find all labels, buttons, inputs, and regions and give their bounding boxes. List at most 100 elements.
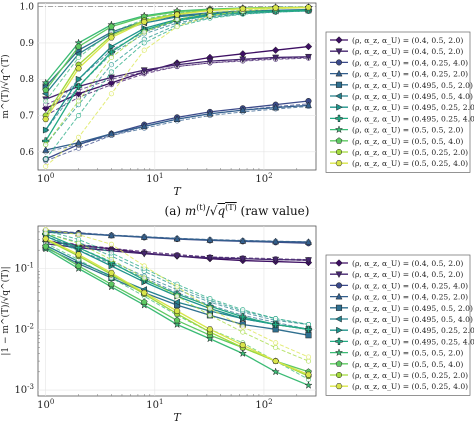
data-point-solid (239, 313, 247, 321)
legend-entry: (ρ, α_z, α_U) = (0.4, 0.5, 2.0) (352, 47, 463, 56)
data-point-solid (304, 42, 313, 51)
data-point-solid (42, 242, 50, 250)
x-tick-label: 102 (255, 172, 272, 185)
data-point-solid (74, 90, 83, 98)
data-point-solid (239, 342, 247, 349)
data-point-solid (272, 54, 280, 62)
series-12 (42, 4, 312, 169)
series-2 (42, 53, 312, 108)
data-point-solid (206, 109, 214, 117)
y-tick-label: 0.6 (20, 148, 35, 158)
legend-entry: (ρ, α_z, α_U) = (0.5, 0.5, 2.0) (352, 349, 463, 358)
legend-marker (335, 271, 343, 279)
data-point-solid (75, 251, 82, 258)
data-point-dashed (108, 54, 114, 61)
series-dashed-line (45, 230, 309, 325)
data-point-solid (173, 115, 181, 122)
data-point-solid (41, 78, 50, 87)
data-point-solid (74, 82, 83, 91)
data-point-dashed (75, 112, 82, 119)
data-point-solid (305, 332, 312, 339)
legend-marker (335, 48, 343, 56)
data-point-solid (42, 116, 50, 123)
data-point-solid (239, 255, 247, 263)
data-point-solid (75, 75, 83, 83)
data-point-solid (173, 234, 181, 242)
data-point-solid (304, 257, 312, 264)
legend-marker (335, 383, 343, 390)
data-point-solid (206, 236, 214, 243)
legend-entry: (ρ, α_z, α_U) = (0.495, 0.25, 4.0) (352, 114, 474, 123)
series-12 (42, 226, 312, 378)
legend-entry: (ρ, α_z, α_U) = (0.4, 0.25, 2.0) (352, 293, 468, 302)
data-point-solid (42, 235, 50, 242)
data-point-dashed (240, 307, 246, 313)
data-point-solid (140, 298, 148, 305)
data-point-solid (239, 236, 247, 244)
legend-marker (335, 36, 343, 44)
data-point-dashed (207, 312, 213, 318)
legend-marker (334, 348, 344, 357)
legend-marker (335, 92, 342, 100)
data-point-dashed (108, 69, 114, 75)
data-point-solid (239, 5, 247, 12)
data-point-dashed (43, 98, 49, 104)
data-point-dashed (108, 91, 114, 97)
data-point-solid (173, 308, 181, 314)
legend-marker (336, 326, 343, 334)
data-point-dashed (43, 226, 49, 232)
data-point-dashed (240, 329, 246, 335)
data-point-solid (74, 244, 83, 252)
data-point-dashed (75, 98, 82, 104)
data-point-dashed (43, 142, 49, 148)
data-point-solid (304, 325, 313, 333)
x-tick-label: 102 (255, 398, 272, 411)
data-point-dashed (75, 240, 82, 246)
legend-marker (334, 125, 344, 134)
data-point-solid (304, 380, 313, 389)
data-point-dashed (141, 29, 147, 35)
data-point-solid (304, 101, 312, 109)
data-point-dashed (108, 250, 114, 256)
legend-entry: (ρ, α_z, α_U) = (0.5, 0.5, 4.0) (352, 360, 463, 369)
data-point-dashed (207, 296, 213, 302)
panel-b-chart: 100 101 102 10-3 10-2 10-1 T |1 − m^(T)/√q^(T)| (0, 225, 317, 424)
data-point-solid (107, 74, 115, 82)
legend-marker (335, 259, 343, 267)
legend-entry: (ρ, α_z, α_U) = (0.4, 0.25, 2.0) (352, 70, 468, 79)
legend-marker (335, 137, 343, 144)
data-point-dashed (305, 354, 312, 360)
plot-frame (37, 2, 317, 171)
legend-entry: (ρ, α_z, α_U) = (0.495, 0.5, 4.0) (352, 315, 473, 324)
data-point-solid (107, 79, 116, 87)
data-point-solid (75, 43, 82, 50)
panel-a-chart: 100 101 102 0.6 0.7 0.8 0.9 1.0 Tm^(T)/√q^(T) (0, 2, 317, 198)
data-point-solid (305, 4, 312, 11)
panel-a-legend: (ρ, α_z, α_U) = (0.4, 0.5, 2.0) (ρ, α_z, … (325, 31, 474, 173)
data-point-dashed (207, 305, 213, 312)
data-point-solid (304, 53, 312, 61)
legend-entry: (ρ, α_z, α_U) = (0.495, 0.5, 4.0) (352, 92, 473, 101)
x-axis-label: T (173, 185, 182, 198)
panel-b-legend: (ρ, α_z, α_U) = (0.4, 0.5, 2.0) (ρ, α_z, … (325, 254, 474, 396)
y-axis-label: m^(T)/√q^(T) (0, 54, 11, 118)
data-point-solid (272, 4, 280, 11)
data-point-solid (206, 326, 214, 333)
legend-marker (336, 103, 343, 111)
legend-entry: (ρ, α_z, α_U) = (0.4, 0.25, 4.0) (352, 58, 468, 67)
data-point-solid (239, 50, 247, 58)
data-point-solid (108, 34, 115, 41)
data-point-solid (140, 289, 148, 296)
y-tick-label: 0.8 (20, 75, 35, 85)
data-point-dashed (108, 241, 114, 247)
y-tick-label: 10-3 (14, 383, 34, 396)
data-point-solid (41, 104, 50, 112)
data-point-solid (205, 334, 215, 343)
panel-a-caption: (a) m(t)/√q(T) (raw value) (164, 203, 310, 218)
series-dashed-line (45, 57, 309, 106)
y-axis-label: |1 − m^(T)/√q^(T)| (0, 266, 11, 355)
data-point-solid (272, 320, 280, 329)
legend-marker (335, 337, 343, 346)
data-point-solid (75, 65, 82, 72)
